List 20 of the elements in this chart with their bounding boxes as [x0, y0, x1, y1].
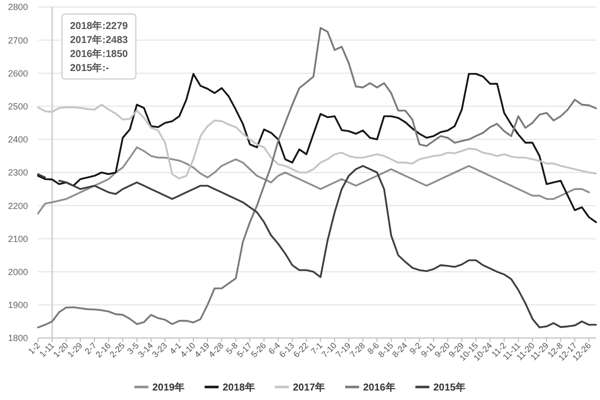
- annotation: 2016年:1850: [70, 48, 128, 60]
- y-tick-label: 2400: [8, 134, 28, 145]
- y-tick-label: 2700: [8, 35, 28, 46]
- y-tick-label: 2100: [8, 234, 28, 244]
- legend-label: 2018年: [222, 382, 255, 394]
- legend-label: 2019年: [152, 382, 185, 394]
- legend-label: 2015年: [433, 382, 466, 394]
- annotation: 2015年:-: [70, 62, 109, 74]
- y-tick-label: 1900: [8, 300, 28, 310]
- y-tick-label: 1800: [8, 333, 28, 344]
- y-tick-label: 2300: [8, 168, 28, 178]
- y-tick-label: 2600: [8, 68, 28, 78]
- y-tick-label: 2000: [8, 267, 28, 277]
- annotation: 2018年:2279: [70, 20, 128, 32]
- y-tick-label: 2800: [8, 2, 28, 12]
- legend-label: 2016年: [363, 382, 396, 394]
- y-tick-label: 2500: [8, 102, 28, 112]
- legend-label: 2017年: [292, 382, 326, 394]
- y-tick-label: 2200: [8, 200, 28, 211]
- annotation: 2017年:2483: [70, 34, 128, 46]
